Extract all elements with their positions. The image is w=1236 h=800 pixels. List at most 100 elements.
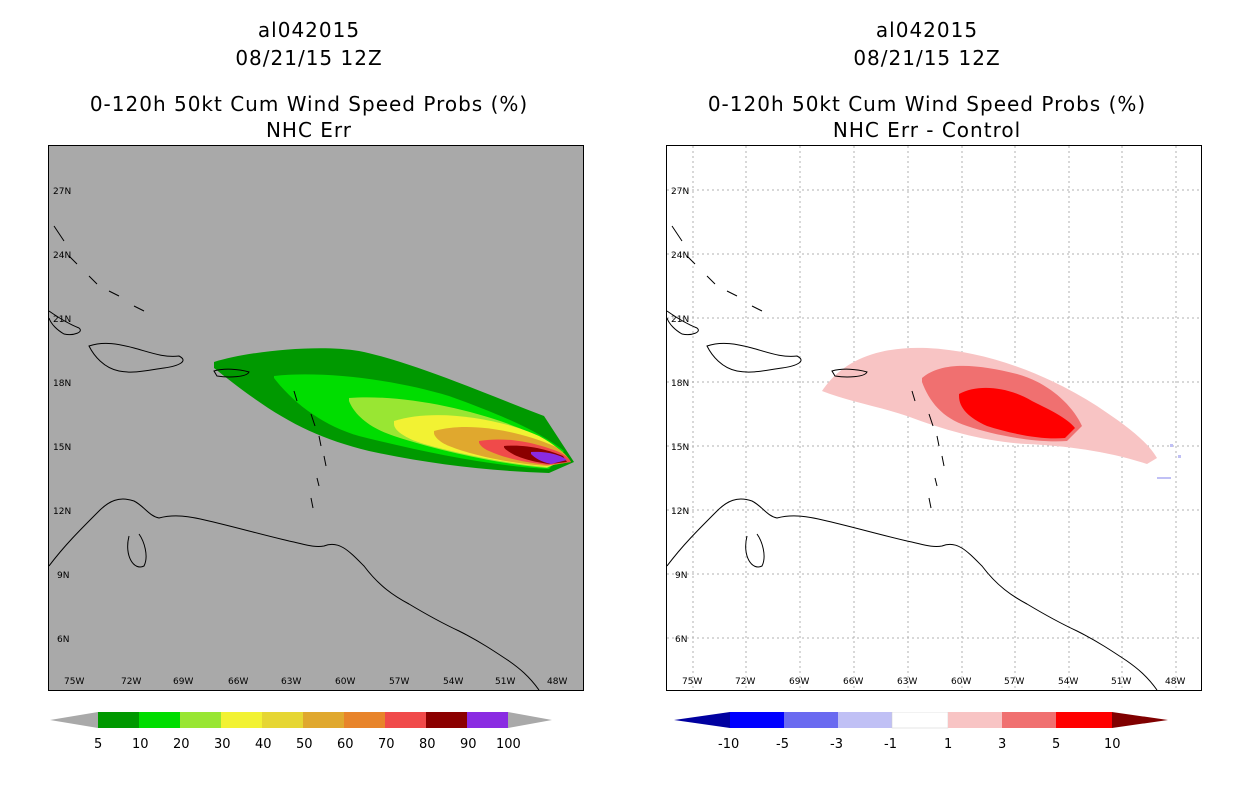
lon-label-60w: 60W: [335, 677, 355, 687]
colorbar-label-1: 10: [132, 737, 149, 752]
lon-labels: 75W 72W 69W 66W 63W 60W 57W 54W 51W 48W: [64, 677, 567, 687]
lon-label-57w: 57W: [389, 677, 409, 687]
colorbar-swatch-7: [385, 712, 426, 728]
coast-hispaniola: [88, 342, 184, 373]
lat-label-15n: 15N: [53, 443, 71, 453]
colorbar-swatch-5: [1002, 712, 1056, 728]
lat-label-18n: 18N: [53, 379, 71, 389]
colorbar-label-2: 20: [173, 737, 190, 752]
lon-label-72w: 72W: [735, 677, 755, 687]
colorbar-label-9: 90: [460, 737, 477, 752]
coast-lesser-antilles: [293, 390, 327, 509]
lat-label-24n: 24N: [53, 251, 71, 261]
coast-lesser-antilles: [911, 390, 945, 509]
right-colorbar: -10 -5 -3 -1 1 3 5 10: [674, 712, 1168, 752]
colorbar-label-4: 40: [255, 737, 272, 752]
colorbar-swatch-3: [221, 712, 262, 728]
colorbar-swatch-4: [948, 712, 1002, 728]
colorbar-label-4: 1: [944, 737, 952, 752]
map-canvas: 27N 24N 21N 18N 15N 12N 9N 6N 75W 72W 69…: [667, 146, 1201, 690]
lon-label-66w: 66W: [843, 677, 863, 687]
colorbar-label-0: -10: [718, 737, 739, 752]
colorbar-label-0: 5: [94, 737, 102, 752]
coastlines: [49, 225, 540, 690]
lat-label-12n: 12N: [671, 507, 689, 517]
lon-label-51w: 51W: [1111, 677, 1131, 687]
lon-label-48w: 48W: [547, 677, 567, 687]
lat-label-6n: 6N: [675, 635, 687, 645]
colorbar-label-7: 70: [378, 737, 395, 752]
colorbar-swatch-0: [730, 712, 784, 728]
left-panel: al042015 08/21/15 12Z 0-120h 50kt Cum Wi…: [48, 18, 584, 752]
lon-label-75w: 75W: [682, 677, 702, 687]
difference-swath: [822, 347, 1157, 464]
subtitle: NHC Err - Control: [832, 118, 1022, 142]
lon-label-69w: 69W: [173, 677, 193, 687]
coast-cuba: [667, 310, 699, 335]
lat-label-21n: 21N: [53, 315, 71, 325]
lat-label-18n: 18N: [671, 379, 689, 389]
coast-bahamas: [53, 225, 145, 312]
product-title: 0-120h 50kt Cum Wind Speed Probs (%): [89, 92, 529, 116]
colorbar-swatch-5: [303, 712, 344, 728]
colorbar-swatch-4: [262, 712, 303, 728]
negative-specks: [1157, 444, 1181, 479]
lon-label-69w: 69W: [789, 677, 809, 687]
storm-id: al042015: [875, 18, 979, 42]
lon-label-66w: 66W: [228, 677, 248, 687]
colorbar-left-arrow: [50, 712, 98, 728]
lon-label-60w: 60W: [951, 677, 971, 687]
probability-map: 27N 24N 21N 18N 15N 12N 9N 6N 75W 72W 69…: [48, 145, 584, 691]
coast-cuba: [49, 310, 81, 335]
coast-puerto-rico: [831, 368, 868, 378]
right-panel: al042015 08/21/15 12Z 0-120h 50kt Cum Wi…: [618, 0, 1236, 800]
colorbar-right-arrow: [508, 712, 552, 728]
lat-label-12n: 12N: [53, 507, 71, 517]
lon-label-51w: 51W: [495, 677, 515, 687]
colorbar-label-6: 5: [1052, 737, 1060, 752]
coast-south-america: [667, 498, 1158, 690]
colorbar-label-8: 80: [419, 737, 436, 752]
lon-label-63w: 63W: [897, 677, 917, 687]
colorbar-label-5: 3: [998, 737, 1006, 752]
lon-labels: 75W 72W 69W 66W 63W 60W 57W 54W 51W 48W: [682, 677, 1185, 687]
colorbar-label-6: 60: [337, 737, 354, 752]
colorbar-left-arrow: [674, 712, 730, 728]
lat-label-9n: 9N: [57, 571, 69, 581]
colorbar-label-3: -1: [884, 737, 897, 752]
product-title: 0-120h 50kt Cum Wind Speed Probs (%): [707, 92, 1147, 116]
colorbar-swatch-8: [426, 712, 467, 728]
coast-south-america: [49, 498, 540, 690]
colorbar-swatch-1: [784, 712, 838, 728]
lon-label-63w: 63W: [281, 677, 301, 687]
coast-lake-maracaibo: [127, 533, 147, 568]
colorbar-label-1: -5: [776, 737, 789, 752]
storm-id: al042015: [257, 18, 361, 42]
prob-contour-90: [531, 451, 567, 464]
coast-puerto-rico: [213, 368, 250, 378]
lat-label-9n: 9N: [675, 571, 687, 581]
wind-probability-swath: [214, 348, 574, 473]
colorbar-label-10: 100: [496, 737, 521, 752]
datetime: 08/21/15 12Z: [853, 46, 1001, 70]
colorbar-label-7: 10: [1104, 737, 1121, 752]
lon-label-72w: 72W: [121, 677, 141, 687]
coast-lake-maracaibo: [745, 533, 765, 568]
colorbar-swatch-1: [139, 712, 180, 728]
lat-labels: 27N 24N 21N 18N 15N 12N 9N 6N: [671, 187, 689, 645]
colorbar-swatch-9: [467, 712, 508, 728]
lat-label-21n: 21N: [671, 315, 689, 325]
difference-map: 27N 24N 21N 18N 15N 12N 9N 6N 75W 72W 69…: [666, 145, 1202, 691]
lon-label-75w: 75W: [64, 677, 84, 687]
datetime: 08/21/15 12Z: [235, 46, 383, 70]
map-canvas: 27N 24N 21N 18N 15N 12N 9N 6N 75W 72W 69…: [49, 146, 583, 690]
lat-labels: 27N 24N 21N 18N 15N 12N 9N 6N: [53, 187, 71, 645]
left-colorbar: 5 10 20 30 40 50 60 70 80 90 100: [50, 712, 552, 752]
colorbar-swatch-6: [344, 712, 385, 728]
colorbar-label-2: -3: [830, 737, 843, 752]
speck: [1178, 455, 1181, 458]
lat-label-27n: 27N: [53, 187, 71, 197]
colorbar-label-5: 50: [296, 737, 313, 752]
coast-bahamas: [671, 225, 763, 312]
colorbar-right-arrow: [1112, 712, 1168, 728]
